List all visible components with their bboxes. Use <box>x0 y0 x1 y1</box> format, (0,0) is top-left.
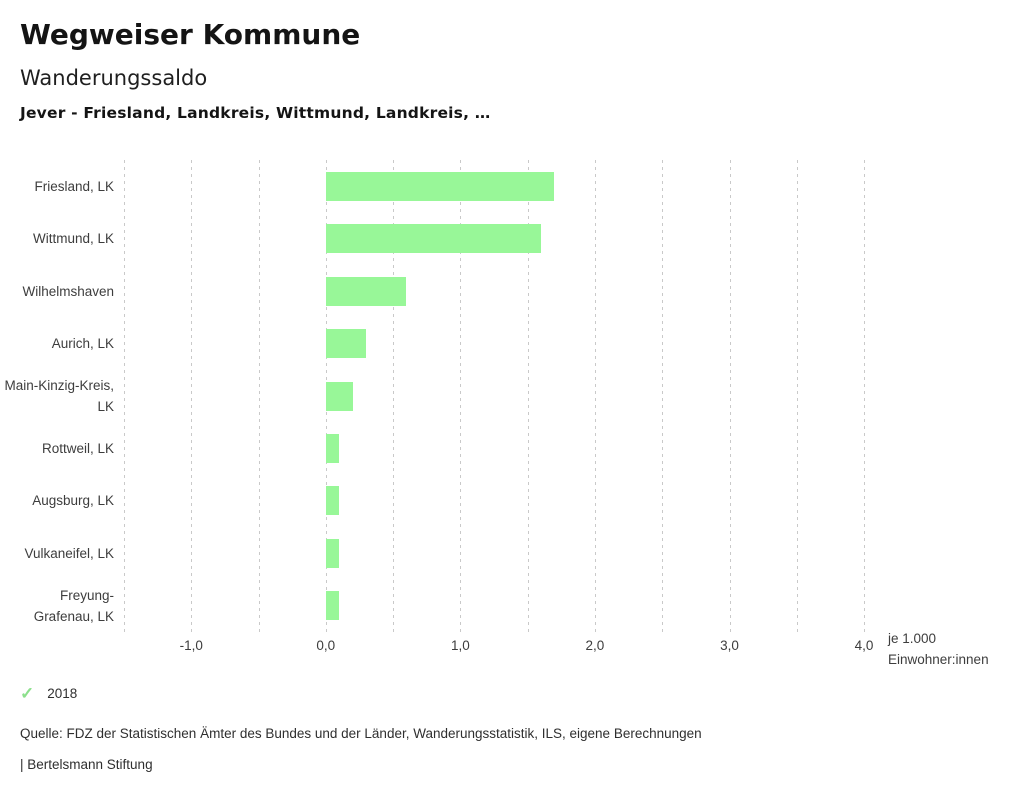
x-tick-label: -1,0 <box>179 638 203 653</box>
bar[interactable] <box>325 538 340 568</box>
bar[interactable] <box>325 433 340 463</box>
category-label: Aurich, LK <box>51 335 114 351</box>
category-label: Freyung-Grafenau, LK <box>33 587 114 624</box>
x-axis-unit-label: je 1.000 Einwohner:innen <box>888 628 989 670</box>
category-labels: Friesland, LK Wittmund, LK Wilhelmshaven Au… <box>0 160 114 632</box>
legend-item-2018[interactable]: ✓ 2018 <box>20 685 77 702</box>
category-label: Main-Kinzig-Kreis, LK <box>4 377 114 414</box>
category-label: Wilhelmshaven <box>22 283 114 299</box>
brand-text: | Bertelsmann Stiftung <box>20 757 153 772</box>
x-axis-unit-line: Einwohner:innen <box>888 652 989 667</box>
bar[interactable] <box>325 171 555 201</box>
category-label: Augsburg, LK <box>32 493 114 509</box>
x-tick-label: 2,0 <box>585 638 605 653</box>
plot-area <box>124 160 865 634</box>
x-axis: -1,0 0,0 1,0 2,0 3,0 4,0 <box>124 638 874 658</box>
gridline <box>393 160 395 634</box>
x-axis-unit-line: je 1.000 <box>888 631 937 646</box>
check-icon: ✓ <box>20 684 35 703</box>
bar[interactable] <box>325 591 340 621</box>
gridline <box>864 160 865 634</box>
chart-subtitle: Jever - Friesland, Landkreis, Wittmund, … <box>20 104 491 122</box>
chart-title: Wanderungssaldo <box>20 66 208 90</box>
bar[interactable] <box>325 381 353 411</box>
gridline <box>124 160 125 634</box>
gridline <box>729 160 731 634</box>
gridline <box>594 160 596 634</box>
source-text: Quelle: FDZ der Statistischen Ämter des … <box>20 726 702 741</box>
gridline <box>662 160 664 634</box>
x-tick-label: 3,0 <box>720 638 739 653</box>
category-label: Vulkaneifel, LK <box>24 545 114 561</box>
x-tick-label: 4,0 <box>854 638 874 653</box>
x-tick-label: 0,0 <box>316 638 336 653</box>
category-label: Friesland, LK <box>34 178 114 194</box>
gridline <box>191 160 193 634</box>
gridline <box>258 160 260 634</box>
bar[interactable] <box>325 329 367 359</box>
gridline <box>460 160 462 634</box>
page-title: Wegweiser Kommune <box>20 18 361 51</box>
category-label: Rottweil, LK <box>41 440 114 456</box>
gridline <box>796 160 798 634</box>
bar[interactable] <box>325 486 340 516</box>
x-tick-label: 1,0 <box>451 638 470 653</box>
bar[interactable] <box>325 276 407 306</box>
bar[interactable] <box>325 224 542 254</box>
bar-chart: Friesland, LK Wittmund, LK Wilhelmshaven Au… <box>0 160 1024 667</box>
gridline <box>527 160 529 634</box>
category-label: Wittmund, LK <box>32 231 114 247</box>
legend-year-label: 2018 <box>47 686 78 701</box>
